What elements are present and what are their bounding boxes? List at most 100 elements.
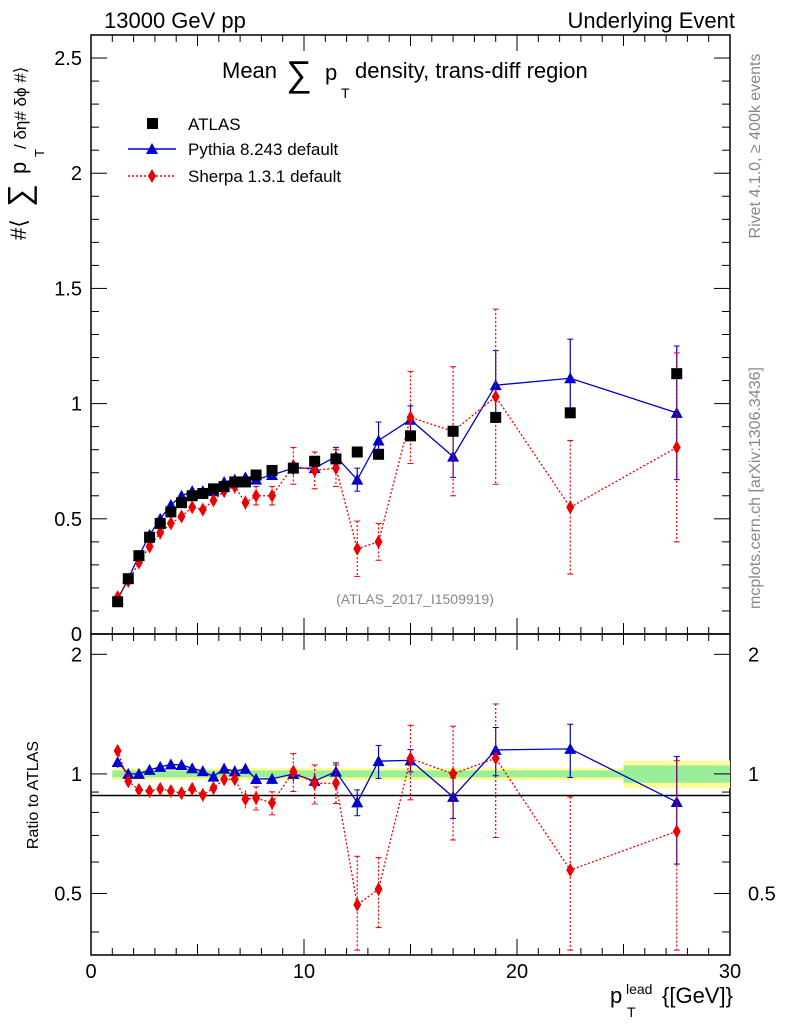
legend-label-sherpa: Sherpa 1.3.1 default <box>188 167 341 186</box>
ratio-point-pythia <box>372 755 385 767</box>
xlabel-sup: lead <box>626 981 652 997</box>
title-sub: T <box>341 85 350 101</box>
series-atlas <box>112 368 683 608</box>
title-p: p <box>325 60 337 85</box>
ratio-point-pythia <box>143 763 156 775</box>
ylabel-sub: T <box>32 149 47 157</box>
ratio-point-sherpa <box>310 776 319 791</box>
point-atlas <box>287 462 299 474</box>
point-pythia <box>564 372 577 384</box>
point-atlas <box>447 425 459 437</box>
x-tick-label: 0 <box>85 961 96 983</box>
ratio-point-pythia <box>207 770 220 782</box>
point-atlas <box>309 455 321 467</box>
point-sherpa <box>310 463 319 478</box>
ratio-point-pythia <box>175 759 188 771</box>
ratio-point-pythia <box>154 760 167 772</box>
y-tick-label: 1 <box>71 394 82 416</box>
point-atlas <box>564 407 576 419</box>
point-atlas <box>266 464 278 476</box>
xlabel-unit: {[GeV]} <box>662 983 733 1008</box>
point-atlas <box>239 476 251 488</box>
point-atlas <box>405 430 416 442</box>
point-sherpa <box>241 495 250 510</box>
point-atlas <box>186 490 198 502</box>
title-post: density, trans-diff region <box>355 58 588 83</box>
point-atlas <box>207 483 219 495</box>
legend-marker-sherpa <box>148 169 156 183</box>
energy-label: 13000 GeV pp <box>104 8 246 33</box>
ratio-point-pythia <box>266 772 279 784</box>
point-atlas <box>490 411 502 423</box>
ratio-point-sherpa <box>188 781 197 796</box>
data-series <box>111 308 683 608</box>
ratio-point-pythia <box>564 742 577 754</box>
ratio-point-sherpa <box>268 795 277 810</box>
point-atlas <box>154 517 166 529</box>
point-atlas <box>250 469 262 481</box>
x-tick-label: 20 <box>506 961 528 983</box>
point-atlas <box>218 481 230 493</box>
point-sherpa <box>209 493 218 508</box>
y-tick-label: 1.5 <box>54 278 82 300</box>
ratio-tick-label-left: 0.5 <box>54 883 82 905</box>
point-sherpa <box>145 539 154 554</box>
ylabel-p: p <box>6 162 31 174</box>
point-sherpa <box>566 500 575 515</box>
ratio-y-axis-label: Ratio to ATLAS <box>25 741 42 849</box>
ratio-point-pythia <box>218 762 231 774</box>
ratio-point-sherpa <box>289 764 298 779</box>
ratio-point-sherpa <box>672 824 681 839</box>
y-tick-label: 2 <box>71 163 82 185</box>
ratio-point-sherpa <box>166 783 175 798</box>
point-atlas <box>671 368 683 380</box>
legend: ATLAS Pythia 8.243 default Sherpa 1.3.1 … <box>128 115 341 186</box>
x-tick-label: 30 <box>719 961 741 983</box>
ratio-point-pythia <box>132 767 145 779</box>
ylabel-sum-symbol: ∑ <box>1 184 37 207</box>
tick-labels: 0 10 20 30 0 0.5 1 1.5 2 2.5 0.5 0.5 1 1 2 2 <box>54 48 776 983</box>
ratio-point-pythia <box>196 765 209 777</box>
legend-marker-pythia <box>146 143 158 154</box>
ylabel-post: / δη# δϕ #⟩ <box>11 67 30 149</box>
point-sherpa <box>353 541 362 556</box>
ratio-point-sherpa <box>198 787 207 802</box>
point-atlas <box>351 446 363 458</box>
ratio-tick-label-right: 2 <box>748 644 759 666</box>
point-atlas <box>229 476 241 488</box>
y-tick-label: 0.5 <box>54 509 82 531</box>
ratio-point-sherpa <box>177 786 186 801</box>
point-pythia <box>351 473 364 485</box>
ratio-point-pythia <box>239 762 252 774</box>
point-sherpa <box>374 534 383 549</box>
legend-marker-atlas <box>147 118 158 129</box>
ratio-point-pythia <box>164 758 177 770</box>
ratio-point-sherpa <box>220 772 229 787</box>
ratio-point-sherpa <box>156 781 165 796</box>
point-sherpa <box>672 440 681 455</box>
point-atlas <box>197 487 209 499</box>
point-pythia <box>670 406 683 418</box>
point-atlas <box>112 596 124 608</box>
point-sherpa <box>166 516 175 531</box>
ratio-tick-label-left: 1 <box>71 764 82 786</box>
point-sherpa <box>406 410 415 425</box>
ratio-band-inner-0 <box>112 770 624 778</box>
mcplots-label: mcplots.cern.ch [arXiv:1306.3436] <box>747 367 764 609</box>
point-sherpa <box>198 502 207 517</box>
ratio-point-pythia <box>228 765 241 777</box>
ratio-point-sherpa <box>566 862 575 877</box>
series-pythia <box>111 338 683 605</box>
point-sherpa <box>156 525 165 540</box>
point-atlas <box>165 506 177 518</box>
ylabel-pre: #⟨ <box>6 219 31 240</box>
ratio-point-pythia <box>329 765 342 777</box>
xlabel-p: p <box>610 983 622 1008</box>
ratio-point-pythia <box>447 790 460 802</box>
point-atlas <box>122 573 134 585</box>
title-pre: Mean <box>222 58 277 83</box>
point-sherpa <box>268 488 277 503</box>
ratio-point-sherpa <box>241 792 250 807</box>
ratio-tick-label-right: 1 <box>748 764 759 786</box>
ratio-series-pythia <box>111 723 683 865</box>
